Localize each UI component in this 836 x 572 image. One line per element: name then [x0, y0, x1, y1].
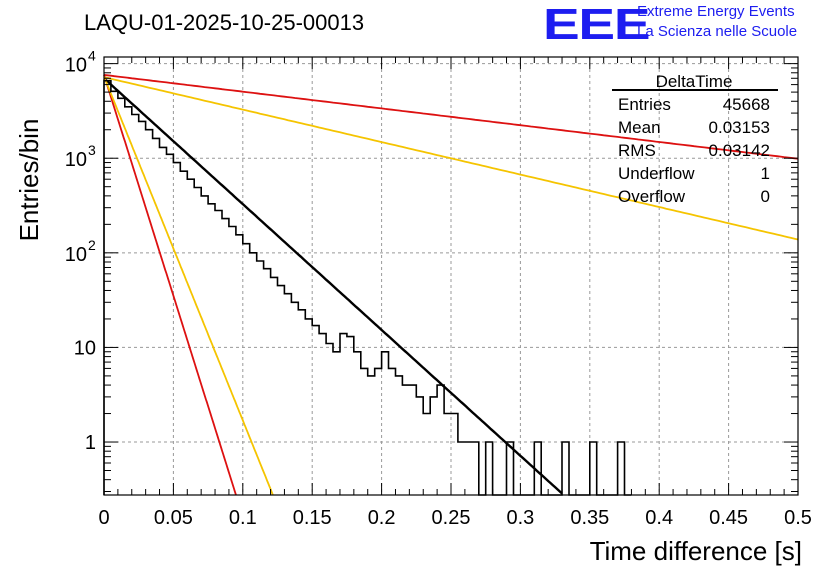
- x-axis-label: Time difference [s]: [590, 536, 802, 566]
- y-tick-label: 10: [65, 149, 87, 171]
- y-tick-exponent: 4: [88, 48, 96, 64]
- y-axis-label: Entries/bin: [14, 119, 44, 242]
- page-title: LAQU-01-2025-10-25-00013: [84, 10, 365, 35]
- y-tick-label: 10: [65, 55, 87, 77]
- curve-fit: [103, 77, 563, 495]
- stats-value: 0: [761, 187, 770, 206]
- curve-orange-slow: [103, 76, 799, 241]
- x-tick-label: 0.25: [432, 507, 471, 529]
- stats-label: RMS: [618, 141, 656, 160]
- axis-ticks: [103, 57, 799, 495]
- x-tick-label: 0.15: [293, 507, 332, 529]
- stats-box: DeltaTime Entries 45668 Mean 0.03153 RMS 0.03…: [612, 72, 778, 206]
- x-tick-label: 0.5: [784, 507, 812, 529]
- x-tick-label: 0.4: [645, 507, 673, 529]
- x-tick-label: 0.2: [368, 507, 396, 529]
- stats-label: Entries: [618, 95, 671, 114]
- grid: [104, 57, 798, 495]
- x-tick-label: 0.35: [570, 507, 609, 529]
- curve-red-slow: [103, 74, 799, 160]
- x-tick-label: 0.3: [506, 507, 534, 529]
- eee-logo: EEE: [543, 0, 651, 49]
- stats-value: 45668: [723, 95, 770, 114]
- x-tick-label: 0: [98, 507, 109, 529]
- x-tick-labels: 0 0.05 0.1 0.15 0.2 0.25 0.3 0.35 0.4 0.45 0.5: [98, 507, 811, 529]
- curve-red-fast: [103, 74, 237, 496]
- y-tick-label: 1: [85, 432, 96, 454]
- org-line-2: La Scienza nelle Scuole: [637, 23, 798, 40]
- stats-label: Mean: [618, 118, 661, 137]
- curves: [103, 74, 799, 496]
- org-line-1: Extreme Energy Events: [637, 3, 795, 20]
- stats-value: 1: [761, 164, 770, 183]
- curve-orange-fast: [103, 76, 274, 496]
- stats-label: Underflow: [618, 164, 695, 183]
- y-tick-label: 10: [74, 337, 96, 359]
- x-tick-label: 0.05: [154, 507, 193, 529]
- stats-name: DeltaTime: [656, 72, 733, 91]
- histogram: [103, 79, 632, 496]
- x-tick-label: 0.1: [229, 507, 257, 529]
- y-tick-exponent: 3: [88, 142, 96, 158]
- x-tick-label: 0.45: [709, 507, 748, 529]
- stats-value: 0.03153: [709, 118, 770, 137]
- y-tick-exponent: 2: [88, 237, 96, 253]
- stats-value: 0.03142: [709, 141, 770, 160]
- y-tick-label: 10: [65, 244, 87, 266]
- stats-label: Overflow: [618, 187, 686, 206]
